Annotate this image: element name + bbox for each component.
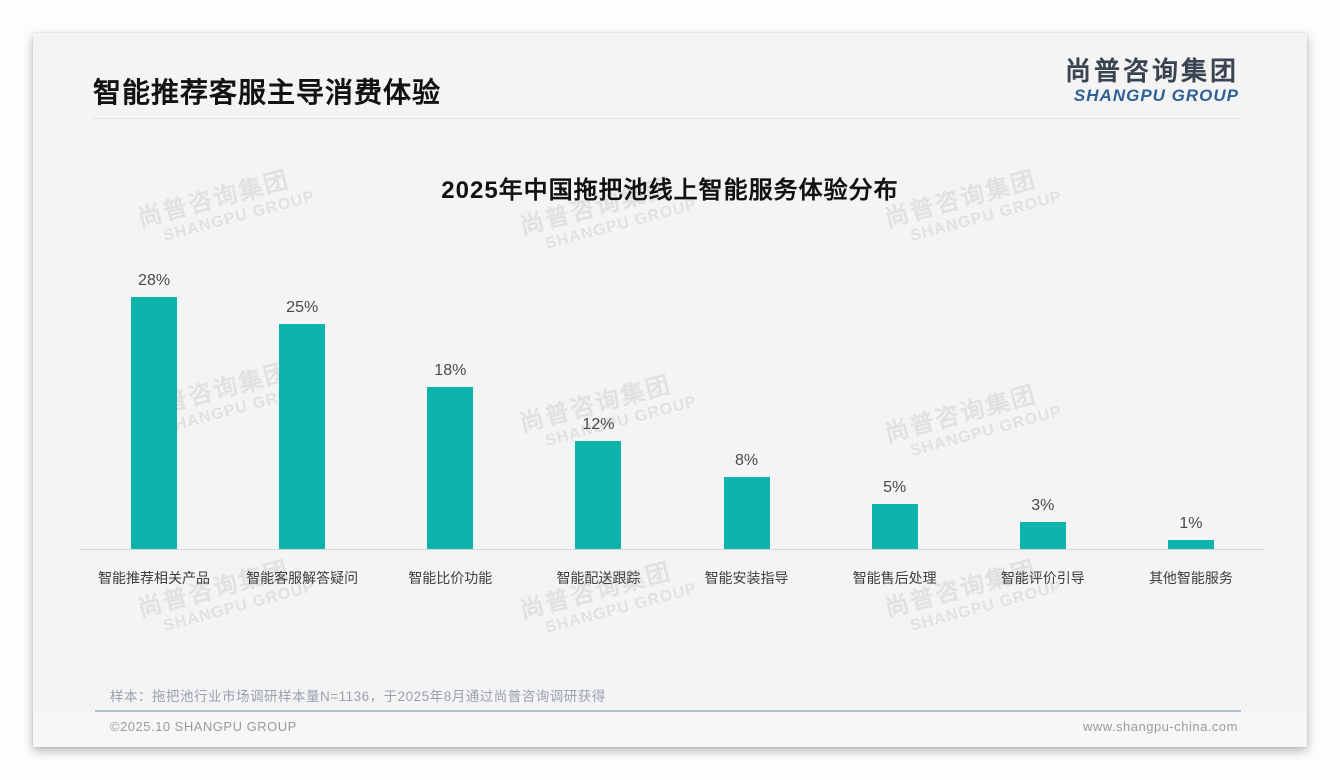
footer: ©2025.10 SHANGPU GROUP www.shangpu-china… [110, 719, 1238, 734]
bar-value-label: 25% [286, 299, 319, 316]
bar-column: 25% [228, 299, 376, 549]
category-label: 智能配送跟踪 [556, 570, 641, 586]
bar-column: 18% [376, 362, 524, 549]
header-divider [93, 118, 1241, 119]
bar-column: 3% [969, 497, 1117, 549]
page-title: 智能推荐客服主导消费体验 [93, 77, 442, 108]
bar-column: 1% [1117, 515, 1265, 549]
bar [1167, 540, 1214, 549]
bar-chart-plot: 28% 25% 18% 12% 8% 5% 3% 1% [80, 233, 1265, 550]
bar [427, 387, 474, 549]
category-label: 智能推荐相关产品 [98, 570, 211, 586]
bar [723, 477, 770, 549]
footer-website: www.shangpu-china.com [1082, 719, 1238, 734]
chart-title: 2025年中国拖把池线上智能服务体验分布 [441, 177, 899, 204]
bar-value-label: 3% [1031, 497, 1055, 514]
report-slide: 尚普咨询集团 SHANGPU GROUP 尚普咨询集团 SHANGPU GROUP … [33, 33, 1307, 747]
bar-value-label: 5% [883, 479, 907, 496]
category-label: 智能比价功能 [408, 570, 493, 586]
category-label: 智能安装指导 [704, 570, 789, 586]
watermark: 尚普咨询集团 SHANGPU GROUP [882, 551, 1064, 641]
watermark-en: SHANGPU GROUP [543, 579, 699, 637]
brand-logo: 尚普咨询集团 SHANGPU GROUP [1065, 57, 1239, 105]
bar [575, 441, 622, 549]
brand-logo-en: SHANGPU GROUP [1073, 85, 1239, 105]
category-label: 智能客服解答疑问 [246, 570, 359, 586]
bar [131, 297, 178, 549]
bar-column: 5% [821, 479, 969, 549]
bar-column: 28% [80, 272, 228, 549]
watermark-cn: 尚普咨询集团 [517, 558, 675, 625]
bar-value-label: 18% [434, 362, 467, 379]
category-label: 智能售后处理 [852, 570, 937, 586]
bar-column: 8% [673, 452, 821, 549]
bar-column: 12% [524, 416, 672, 549]
sample-note: 样本：拖把池行业市场调研样本量N=1136，于2025年8月通过尚普咨询调研获得 [110, 689, 606, 704]
x-axis-category-labels: 智能推荐相关产品 智能客服解答疑问 智能比价功能 智能配送跟踪 智能安装指导 智能售后处理… [80, 568, 1265, 588]
brand-logo-cn: 尚普咨询集团 [1064, 56, 1239, 86]
bar [871, 504, 918, 549]
footer-divider [95, 710, 1241, 712]
bar-value-label: 8% [735, 452, 759, 469]
bar-value-label: 12% [582, 416, 615, 433]
bar-value-label: 1% [1179, 515, 1203, 532]
category-label: 其他智能服务 [1148, 570, 1233, 586]
watermark: 尚普咨询集团 SHANGPU GROUP [135, 551, 317, 641]
bar [1019, 522, 1066, 549]
bar [279, 324, 326, 549]
bar-value-label: 28% [138, 272, 171, 289]
footer-band [33, 712, 1307, 747]
footer-copyright: ©2025.10 SHANGPU GROUP [110, 719, 297, 734]
watermark: 尚普咨询集团 SHANGPU GROUP [517, 553, 699, 643]
category-label: 智能评价引导 [1000, 570, 1085, 586]
